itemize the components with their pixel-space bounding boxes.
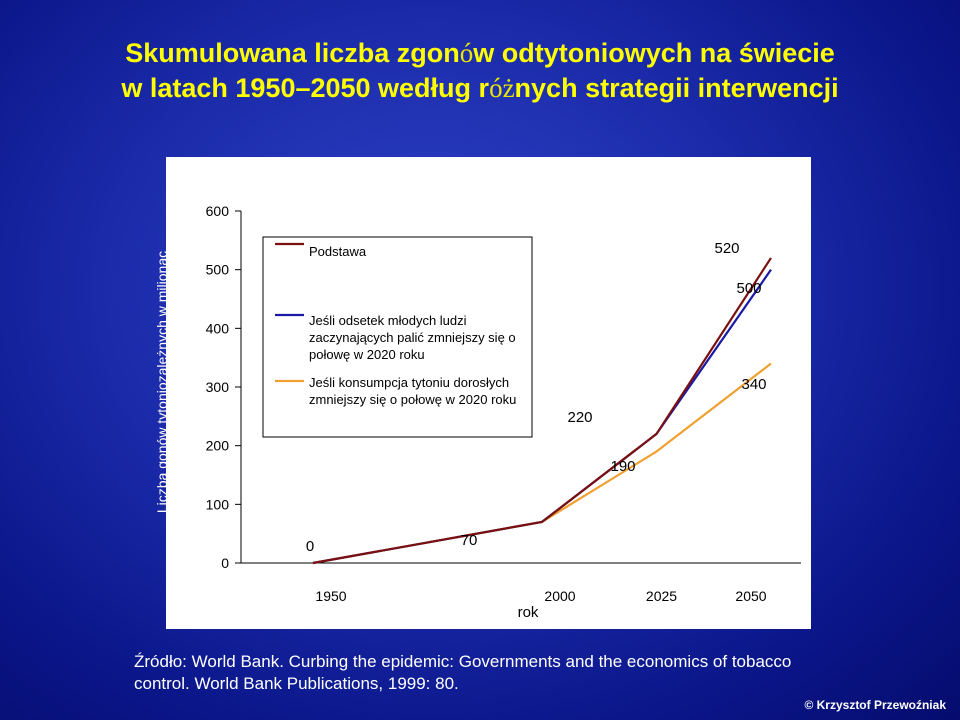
title-part: w odtytoniowych na świecie — [473, 38, 835, 68]
legend-box — [262, 236, 533, 438]
title-part: w latach 1950–2050 według r — [121, 73, 490, 103]
title-line-1: Skumulowana liczba zgonów odtytoniowych … — [0, 36, 960, 71]
data-label: 500 — [736, 280, 761, 297]
source-line-1: Źródło: World Bank. Curbing the epidemic… — [134, 652, 792, 671]
y-tick-label: 400 — [206, 320, 230, 336]
title-part: Skumulowana liczba zgon — [125, 38, 460, 68]
data-label: 340 — [741, 376, 766, 393]
y-tick-label: 200 — [206, 438, 230, 454]
title-line-2: w latach 1950–2050 według różnych strate… — [0, 71, 960, 106]
x-tick-label: 2000 — [544, 588, 575, 604]
legend-label: Jeśli konsumpcja tytoniu dorosłych zmniej… — [309, 375, 516, 407]
x-tick-label: 2050 — [735, 588, 766, 604]
line-chart: 0 100 200 300 400 500 600 1950 2000 2025 2050 rok 0 7… — [206, 203, 801, 621]
data-label: 70 — [461, 532, 478, 549]
y-tick-label: 500 — [206, 262, 230, 278]
legend-label: Jeśli odsetek młodych ludzi zaczynających… — [309, 313, 516, 362]
y-tick-label: 300 — [206, 379, 230, 395]
data-label: 0 — [306, 538, 314, 555]
legend-label: Podstawa — [309, 244, 367, 259]
y-tick-label: 100 — [206, 496, 230, 512]
y-tick-label: 600 — [206, 203, 230, 219]
data-label: 520 — [714, 240, 739, 257]
chart-area: 0 100 200 300 400 500 600 1950 2000 2025 2050 rok 0 7… — [166, 157, 811, 629]
source-note: Źródło: World Bank. Curbing the epidemic… — [134, 651, 894, 695]
data-label: 220 — [567, 409, 592, 426]
copyright: © Krzysztof Przewoźniak — [804, 698, 946, 712]
title-part: ó — [459, 38, 474, 68]
slide-title: Skumulowana liczba zgonów odtytoniowych … — [0, 36, 960, 106]
y-tick-label: 0 — [221, 555, 229, 571]
source-line-2: control. World Bank Publications, 1999: … — [134, 674, 459, 693]
series-line — [312, 257, 772, 565]
data-label: 190 — [610, 458, 635, 475]
x-tick-label: 2025 — [646, 588, 677, 604]
x-tick-label: 1950 — [315, 588, 346, 604]
x-axis-title: rok — [518, 604, 539, 621]
title-part: óż — [489, 73, 515, 103]
title-part: nych strategii interwencji — [514, 73, 839, 103]
